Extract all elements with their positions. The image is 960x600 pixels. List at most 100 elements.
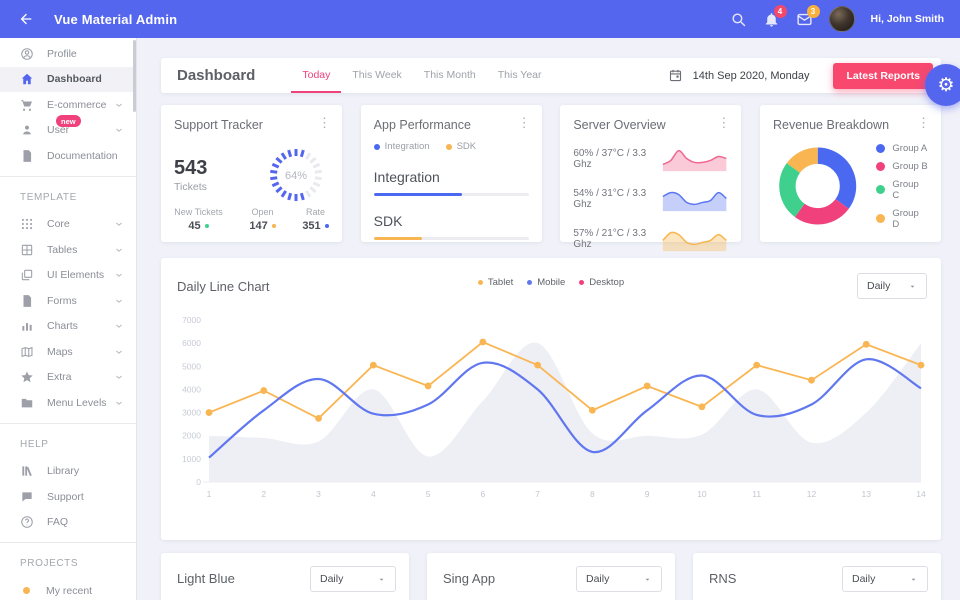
legend-label: Group A <box>892 142 928 154</box>
sidebar-item-label: Profile <box>47 47 77 60</box>
bottom-cards-row: Light Blue Daily Sing App Daily RNS Daily <box>161 553 941 600</box>
period-tabs: Today This Week This Month This Year <box>291 58 552 93</box>
library-icon <box>20 464 34 478</box>
support-icon <box>20 490 34 504</box>
card-title: Sing App <box>443 571 496 586</box>
charts-icon <box>20 319 34 333</box>
stat-value: 147 <box>249 220 276 232</box>
more-options-icon[interactable]: ⋮ <box>318 115 331 130</box>
x-axis-label: 8 <box>590 489 595 499</box>
more-options-icon[interactable]: ⋮ <box>517 115 531 130</box>
sidebar-item-my-recent[interactable]: My recent <box>0 578 136 600</box>
message-count-badge: 3 <box>806 4 820 18</box>
main-content: Dashboard Today This Week This Month This Y… <box>138 38 960 600</box>
server-sparkline-chart <box>662 191 727 212</box>
sidebar-item-faq[interactable]: FAQ <box>0 510 136 536</box>
sidebar-item-tables[interactable]: Tables <box>0 237 136 263</box>
tab-this-week[interactable]: This Week <box>352 68 402 81</box>
x-axis-label: 12 <box>807 489 817 499</box>
sidebar-item-label: Core <box>47 218 70 231</box>
sidebar-item-library[interactable]: Library <box>0 459 136 485</box>
server-metric-label: 54% / 31°C / 3.3 Ghz <box>573 187 647 210</box>
bar-label-integration: Integration <box>373 169 440 185</box>
chevron-down-icon <box>909 575 918 584</box>
legend-dot <box>373 143 380 150</box>
sidebar-item-ui-elements[interactable]: UI Elements <box>0 263 136 289</box>
legend-label: SDK <box>456 141 477 152</box>
mobile-line-series <box>208 358 922 459</box>
card-title: RNS <box>709 571 737 586</box>
more-options-icon[interactable]: ⋮ <box>717 115 731 130</box>
settings-gear-button[interactable]: ⚙ <box>925 64 960 106</box>
tab-this-year[interactable]: This Year <box>497 68 542 81</box>
back-arrow-icon[interactable] <box>18 11 34 27</box>
new-badge: new <box>56 115 81 128</box>
tab-this-month[interactable]: This Month <box>423 68 476 81</box>
sidebar-item-label: Documentation <box>47 149 118 162</box>
daily-interval-select[interactable]: Daily <box>842 566 928 592</box>
sidebar-item-support[interactable]: Support <box>0 484 136 510</box>
y-axis-label: 1000 <box>182 454 201 464</box>
chevron-down-icon <box>114 372 124 382</box>
sidebar-item-extra[interactable]: Extra <box>0 365 136 391</box>
x-axis-label: 6 <box>480 489 485 499</box>
more-options-icon[interactable]: ⋮ <box>916 115 930 130</box>
sidebar-item-profile[interactable]: Profile <box>0 41 136 67</box>
donut-segment-group-d <box>779 147 857 225</box>
y-axis-label: 0 <box>196 477 201 487</box>
sidebar-scrollbar[interactable] <box>133 40 136 112</box>
notification-count-badge: 4 <box>773 4 787 18</box>
sidebar-item-charts[interactable]: Charts <box>0 314 136 340</box>
chevron-down-icon <box>114 270 124 280</box>
stat-number: 45 <box>188 220 201 232</box>
sidebar-item-user[interactable]: User new <box>0 115 136 144</box>
app-performance-card: App Performance ⋮ Integration SDK Integra… <box>360 105 542 242</box>
support-stat-open: Open 147 <box>249 207 276 232</box>
sidebar-item-core[interactable]: Core <box>0 212 136 238</box>
tablet-data-point <box>479 338 487 346</box>
sidebar-item-maps[interactable]: Maps <box>0 339 136 365</box>
tablet-data-point <box>260 387 268 394</box>
latest-reports-button[interactable]: Latest Reports <box>833 62 933 89</box>
tablet-data-point <box>424 382 432 390</box>
sidebar-item-forms[interactable]: Forms <box>0 288 136 314</box>
legend-label: Group B <box>892 160 928 172</box>
home-icon <box>20 72 34 86</box>
daily-interval-select[interactable]: Daily <box>576 566 662 592</box>
sidebar-item-documentation[interactable]: Documentation <box>0 143 136 169</box>
search-icon[interactable] <box>730 11 747 28</box>
chevron-down-icon <box>114 296 124 306</box>
bar-label-sdk: SDK <box>373 213 403 229</box>
sidebar-divider <box>0 542 136 543</box>
topbar: Vue Material Admin 4 3 Hi, John Smith <box>0 0 960 38</box>
tab-today[interactable]: Today <box>291 58 342 93</box>
legend-item-group-a: Group A <box>876 143 928 154</box>
stat-value: 45 <box>174 220 223 232</box>
user-avatar[interactable] <box>828 6 855 32</box>
stat-value: 351 <box>302 220 329 232</box>
stat-number: 147 <box>249 220 268 232</box>
sidebar-item-menu-levels[interactable]: Menu Levels <box>0 390 136 416</box>
sidebar-item-label: Tables <box>47 243 78 256</box>
chart-header: Daily Line Chart Daily <box>161 258 941 299</box>
calendar-icon[interactable] <box>668 68 683 83</box>
daily-interval-select[interactable]: Daily <box>857 273 927 299</box>
notifications-bell-icon[interactable]: 4 <box>763 4 787 28</box>
messages-mail-icon[interactable]: 3 <box>796 4 820 28</box>
tablet-data-point <box>534 361 542 369</box>
x-axis-label: 2 <box>261 489 266 499</box>
daily-interval-select[interactable]: Daily <box>310 566 396 592</box>
revenue-breakdown-card: Revenue Breakdown ⋮ Group A Group B Group … <box>759 105 941 242</box>
x-axis-label: 1 <box>207 489 212 499</box>
chevron-down-icon <box>114 245 124 255</box>
sidebar-item-label: Dashboard <box>47 73 102 86</box>
sidebar-item-e-commerce[interactable]: E-commerce <box>0 92 136 118</box>
sidebar-item-dashboard[interactable]: Dashboard <box>0 66 136 92</box>
stat-number: 351 <box>302 220 321 232</box>
legend-item-group-b: Group B <box>876 161 928 172</box>
x-axis-label: 11 <box>752 489 761 499</box>
server-overview-card: Server Overview ⋮ 60% / 37°C / 3.3 Ghz 54… <box>560 105 742 252</box>
sidebar-item-label: Maps <box>47 345 73 358</box>
star-icon <box>20 370 34 384</box>
